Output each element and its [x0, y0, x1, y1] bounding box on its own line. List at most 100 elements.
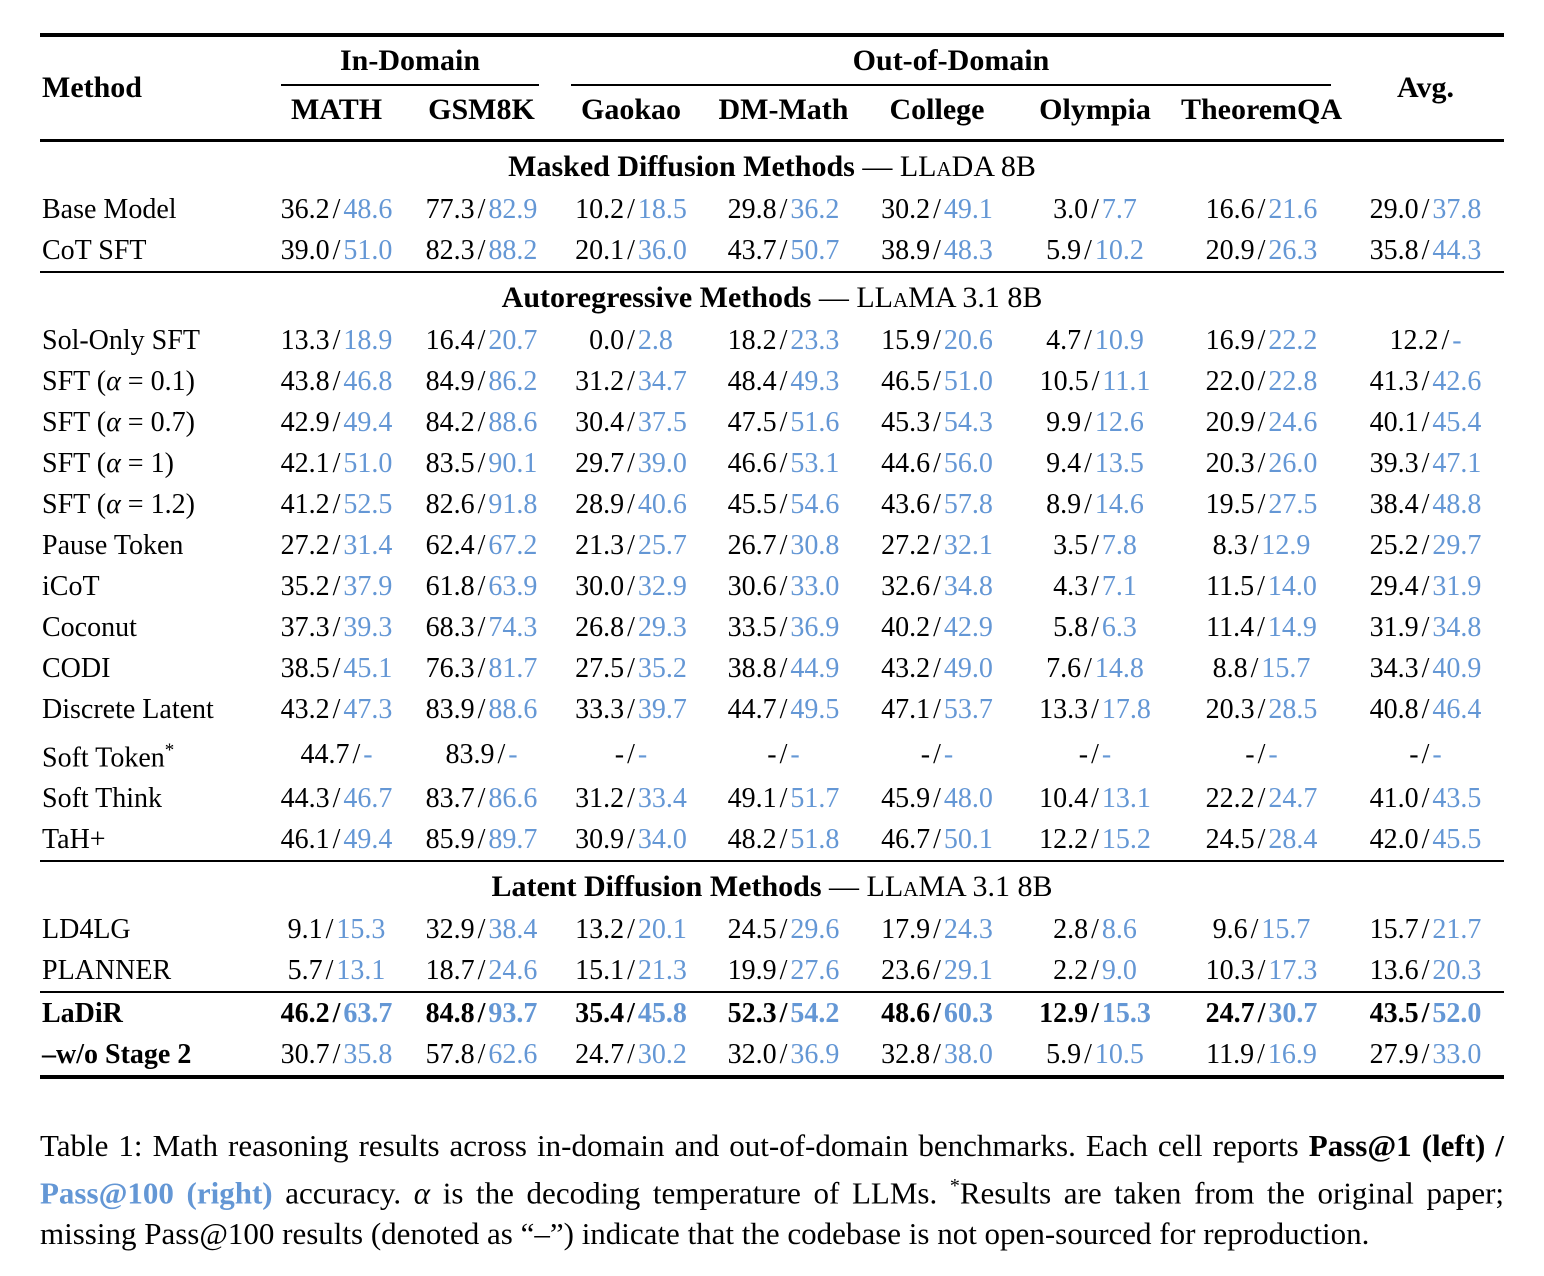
pass1-value: 9.1	[287, 914, 323, 946]
pass100-value: 14.0	[1267, 571, 1317, 602]
slash-separator: /	[627, 824, 635, 856]
pass100-value: -	[943, 738, 954, 770]
method-cell: Base Model	[40, 189, 265, 230]
value-cell: 26.7/30.8	[707, 525, 860, 566]
slash-separator: /	[1421, 489, 1430, 520]
pass100-value: 49.1	[943, 194, 993, 225]
slash-separator: /	[627, 694, 635, 725]
slash-separator: /	[1257, 325, 1266, 356]
value-cell: 85.9/89.7	[408, 819, 555, 861]
value-cell: 45.9/48.0	[860, 778, 1014, 819]
pass1-value: 45.3	[881, 407, 931, 438]
value-cell: 32.6/34.8	[860, 566, 1014, 607]
value-cell: 46.6/53.1	[707, 443, 860, 484]
pass100-value: 93.7	[488, 998, 538, 1030]
slash-separator: /	[477, 530, 486, 561]
value-cell: 13.3/17.8	[1014, 689, 1176, 730]
pass100-value: 32.9	[637, 571, 687, 602]
section-title-bold: Latent Diffusion Methods	[491, 870, 822, 904]
col-header-olympia: Olympia	[1039, 93, 1151, 126]
pass1-value: 36.2	[280, 194, 330, 225]
pass1-value: 38.4	[1369, 489, 1419, 520]
pass100-value: 35.8	[343, 1039, 393, 1071]
value-cell: 83.5/90.1	[408, 443, 555, 484]
slash-separator: /	[1084, 407, 1092, 438]
results-table: Method In-Domain Out-of-Domain Avg. MATH…	[40, 33, 1505, 1080]
slash-separator: /	[1257, 738, 1266, 770]
slash-separator: /	[933, 914, 941, 946]
value-cell: 35.2/37.9	[265, 566, 408, 607]
pass100-value: 33.0	[790, 571, 840, 602]
pass100-value: 74.3	[488, 612, 538, 643]
value-cell: 11.4/14.9	[1176, 607, 1347, 648]
value-cell: 33.5/36.9	[707, 607, 860, 648]
value-cell: - / -	[860, 730, 1014, 778]
value-cell: 11.5/14.0	[1176, 566, 1347, 607]
slash-separator: /	[779, 914, 788, 946]
pass100-value: 49.4	[343, 824, 393, 856]
slash-separator: /	[779, 955, 788, 987]
pass100-value: 50.1	[943, 824, 993, 856]
alpha-symbol: α	[106, 448, 121, 479]
pass1-value: 12.2	[1389, 325, 1439, 356]
pass1-value: 8.9	[1046, 489, 1082, 520]
pass1-value: 9.9	[1046, 407, 1082, 438]
pass1-value: 27.2	[280, 530, 330, 561]
pass100-value: 15.7	[1261, 653, 1311, 684]
value-cell: 2.8/8.6	[1014, 909, 1176, 950]
value-cell: 40.2/42.9	[860, 607, 1014, 648]
method-cell: TaH+	[40, 819, 265, 861]
slash-separator: /	[933, 824, 941, 856]
pass100-value: 28.5	[1268, 694, 1318, 725]
pass100-value: 17.3	[1268, 955, 1318, 987]
value-cell: 35.8/44.3	[1347, 230, 1504, 272]
pass1-value: 61.8	[425, 571, 475, 602]
slash-separator: /	[779, 612, 788, 643]
value-cell: 42.9/49.4	[265, 402, 408, 443]
slash-separator: /	[477, 366, 486, 397]
pass1-value: 83.9	[445, 738, 495, 770]
value-cell: 16.4/20.7	[408, 320, 555, 361]
pass100-value: -	[508, 738, 518, 770]
pass100-value: 32.1	[943, 530, 993, 561]
value-cell: 29.4/31.9	[1347, 566, 1504, 607]
pass100-value: 27.6	[790, 955, 840, 987]
slash-separator: /	[779, 407, 788, 438]
value-cell: 30.4/37.5	[555, 402, 707, 443]
pass1-value: 84.9	[425, 366, 475, 397]
slash-separator: /	[933, 653, 941, 684]
pass1-value: 41.0	[1369, 783, 1419, 815]
table-row: –w/o Stage 2 30.7/35.8 57.8/62.6 24.7/30.2 3…	[40, 1034, 1504, 1077]
pass1-value: 17.9	[881, 914, 931, 946]
pass1-value: 15.9	[881, 325, 931, 356]
pass1-value: 44.6	[881, 448, 931, 479]
method-label: SFT (	[42, 407, 107, 438]
table-row: PLANNER 5.7/13.1 18.7/24.6 15.1/21.3 19.9/27…	[40, 950, 1504, 992]
value-cell: 37.3/39.3	[265, 607, 408, 648]
pass100-value: 39.7	[637, 694, 687, 725]
slash-separator: /	[1091, 366, 1100, 397]
table-row: Base Model 36.2/48.6 77.3/82.9 10.2/18.5 29.…	[40, 189, 1504, 230]
pass1-value: 38.8	[727, 653, 777, 684]
slash-separator: /	[1250, 530, 1259, 561]
pass1-value: -	[767, 738, 777, 770]
pass1-value: 43.7	[727, 235, 777, 266]
value-cell: 62.4/67.2	[408, 525, 555, 566]
pass1-value: 7.6	[1046, 653, 1082, 684]
method-cell: LD4LG	[40, 909, 265, 950]
pass1-value: 25.2	[1369, 530, 1419, 561]
pass100-value: 63.7	[343, 998, 393, 1030]
pass100-value: 56.0	[943, 448, 993, 479]
pass100-value: 45.1	[343, 653, 393, 684]
pass100-value: 49.3	[790, 366, 840, 397]
pass100-value: 20.1	[637, 914, 687, 946]
value-cell: 12.2/-	[1347, 320, 1504, 361]
pass1-value: 34.3	[1369, 653, 1419, 684]
col-header-math: MATH	[290, 93, 383, 126]
pass1-value: 42.9	[280, 407, 330, 438]
superscript-marker: *	[164, 740, 175, 761]
pass1-value: 8.3	[1212, 530, 1248, 561]
pass100-value: 31.9	[1432, 571, 1482, 602]
pass1-value: 35.4	[575, 998, 625, 1030]
value-cell: 27.2/32.1	[860, 525, 1014, 566]
